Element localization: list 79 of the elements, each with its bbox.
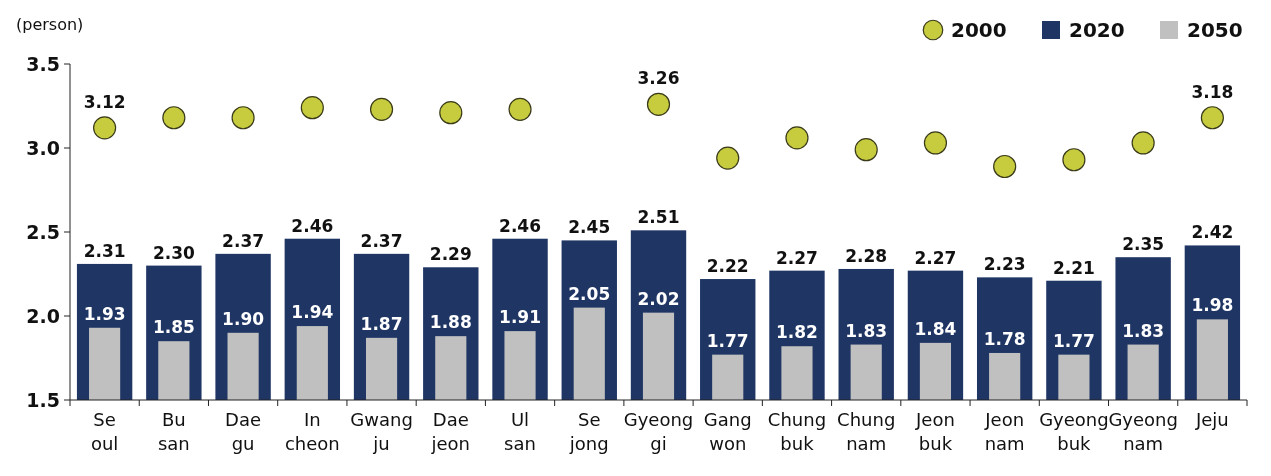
data-label: 2.02 (637, 288, 680, 309)
data-label: 3.26 (637, 68, 680, 89)
data-label: 1.90 (222, 308, 265, 329)
data-label: 2.51 (637, 207, 680, 228)
data-label: 1.84 (914, 318, 957, 339)
x-tick-label: Chung nam (837, 409, 896, 454)
data-label: 2.45 (568, 217, 611, 238)
legend-label: 2000 (951, 18, 1007, 42)
data-label: 2.23 (983, 254, 1026, 275)
x-tick-label: Gyeong nam (1108, 409, 1178, 454)
data-label: 1.77 (1052, 330, 1095, 351)
data-label: 2.35 (1122, 234, 1165, 255)
data-label: 1.78 (983, 328, 1026, 349)
y-tick-label: 3.0 (26, 137, 60, 159)
data-label: 2.22 (706, 256, 749, 277)
legend-label: 2020 (1069, 18, 1125, 42)
data-label: 2.28 (845, 245, 888, 266)
data-label: 1.93 (83, 303, 126, 324)
data-label: 2.46 (291, 215, 334, 236)
x-tick-label: Jeju (1194, 409, 1229, 430)
point (369, 97, 394, 121)
y-tick-label: 2.5 (26, 221, 60, 243)
point (93, 116, 117, 140)
point (923, 131, 948, 155)
x-tick-label: Gang won (703, 409, 752, 454)
x-tick-label: Dae gu (225, 409, 262, 454)
point (1131, 131, 1155, 155)
point (1062, 148, 1086, 172)
legend-label: 2050 (1187, 18, 1243, 42)
point (508, 97, 532, 121)
data-label: 2.27 (775, 247, 818, 268)
data-label: 2.30 (152, 242, 195, 263)
point (439, 101, 463, 125)
x-tick-label: Jeon nam (984, 409, 1025, 454)
data-label: 2.46 (499, 215, 542, 236)
data-label: 1.94 (291, 302, 334, 323)
point (854, 138, 878, 162)
y-axis-title: (person) (16, 15, 84, 34)
point (162, 106, 186, 130)
data-label: 1.82 (775, 322, 818, 343)
x-tick-label: Gyeong buk (1039, 409, 1109, 454)
data-label: 1.91 (499, 307, 542, 328)
data-label: 2.31 (83, 240, 126, 261)
data-label: 1.88 (429, 312, 472, 333)
point (231, 106, 255, 130)
data-label: 2.29 (429, 244, 472, 265)
data-label: 3.12 (83, 91, 126, 112)
data-label: 1.98 (1191, 295, 1234, 316)
data-label: 2.37 (360, 230, 403, 251)
point (716, 146, 740, 170)
y-tick-label: 1.5 (26, 389, 60, 411)
data-label: 2.42 (1191, 222, 1234, 243)
data-label: 2.21 (1052, 257, 1095, 278)
point (993, 154, 1017, 179)
data-label: 1.83 (1122, 320, 1165, 341)
x-tick-label: Se oul (90, 409, 119, 454)
y-tick-label: 3.5 (26, 53, 60, 75)
data-label: 1.87 (360, 313, 403, 334)
x-tick-label: In cheon (284, 409, 340, 454)
point (300, 96, 324, 120)
data-label: 1.77 (706, 330, 749, 351)
x-tick-label: Se jong (568, 409, 609, 454)
point (646, 92, 671, 116)
data-label: 1.85 (152, 317, 195, 338)
x-tick-label: Ul san (504, 409, 536, 454)
data-label: 2.27 (914, 247, 957, 268)
x-tick-label: Gwang ju (350, 409, 413, 454)
x-tick-label: Dae jeon (430, 409, 471, 454)
y-tick-label: 2.0 (26, 305, 60, 327)
point (1200, 106, 1224, 130)
point (785, 126, 809, 150)
data-label: 3.18 (1191, 81, 1234, 102)
data-label: 2.37 (222, 230, 265, 251)
data-label: 1.83 (845, 320, 888, 341)
x-tick-label: Gyeong gi (623, 409, 694, 454)
x-tick-label: Jeon buk (915, 409, 955, 454)
x-tick-label: Chung buk (767, 409, 827, 454)
x-tick-label: Bu san (157, 409, 190, 454)
data-label: 2.05 (568, 283, 611, 304)
